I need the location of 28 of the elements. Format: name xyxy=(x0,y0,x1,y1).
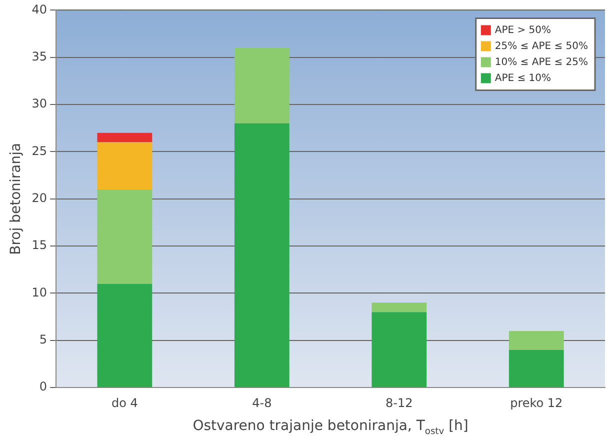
y-tick-label: 5 xyxy=(39,332,48,347)
bar xyxy=(372,312,427,388)
bar xyxy=(508,330,564,350)
y-tick-label: 40 xyxy=(32,2,48,16)
legend-label: APE > 50% xyxy=(494,24,552,36)
legend-label: 10% ≤ APE ≤ 25% xyxy=(494,56,588,68)
bar xyxy=(234,123,290,388)
y-tick-label: 35 xyxy=(32,50,48,64)
y-tick-label: 25 xyxy=(32,144,48,158)
x-tick-label: preko 12 xyxy=(510,396,563,410)
x-tick-label: do 4 xyxy=(111,396,138,410)
bar xyxy=(234,48,290,124)
y-tick-label: 0 xyxy=(39,380,48,394)
y-tick-label: 20 xyxy=(32,191,48,206)
x-tick-label: 8-12 xyxy=(386,396,413,410)
y-tick-label: 10 xyxy=(32,285,48,300)
x-tick-label: 4-8 xyxy=(252,396,272,410)
legend-label: 25% ≤ APE ≤ 50% xyxy=(494,40,588,52)
legend-label: APE ≤ 10% xyxy=(494,72,552,84)
bar xyxy=(372,302,427,312)
bar xyxy=(97,132,152,142)
y-axis-title: Broj betoniranja xyxy=(8,142,24,255)
y-tick-label: 30 xyxy=(32,96,48,111)
y-tick-label: 15 xyxy=(32,238,48,252)
bar xyxy=(97,142,152,190)
bar xyxy=(508,350,564,388)
bar xyxy=(97,189,152,284)
bar xyxy=(97,284,152,388)
